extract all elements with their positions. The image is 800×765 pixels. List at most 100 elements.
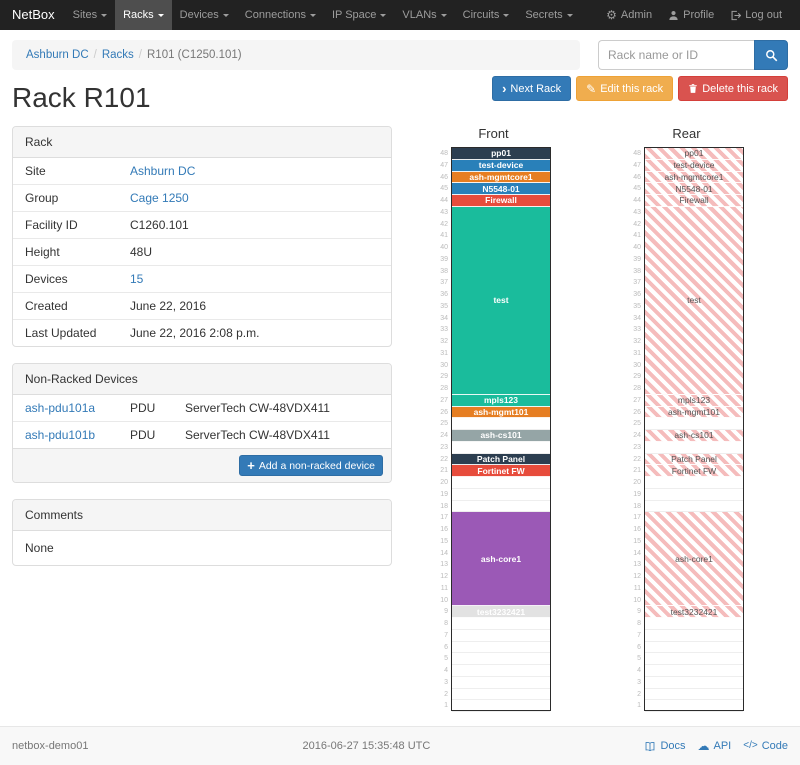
rack-device-test-device[interactable]: test-device [452,159,550,172]
rack-unit [452,665,550,677]
unit-number: 31 [633,349,641,357]
rack-device-ash-mgmtcore1[interactable]: ash-mgmtcore1 [645,171,743,184]
rack-device-ash-mgmt101[interactable]: ash-mgmt101 [452,406,550,419]
nav-item-racks[interactable]: Racks [115,0,172,30]
device-label: Firewall [485,195,517,206]
rack-device-test3232421[interactable]: test3232421 [645,606,743,618]
log-out-link[interactable]: Log out [722,0,790,30]
rack-unit [452,477,550,489]
attr-value-link[interactable]: Cage 1250 [130,191,189,205]
rack-unit [645,653,743,665]
search-input[interactable] [598,40,754,70]
unit-number: 45 [633,185,641,193]
device-link[interactable]: ash-pdu101a [25,401,96,415]
rack-attr-row: Devices 15 [13,265,391,293]
rack-device-test[interactable]: test [452,206,550,395]
rack-device-ash-cs101[interactable]: ash-cs101 [645,430,743,442]
rack-attr-row: Height 48U [13,238,391,266]
delete-this-rack-button[interactable]: Delete this rack [678,76,788,101]
add-non-racked-device-button[interactable]: + Add a non-racked device [239,455,383,476]
nav-item-secrets[interactable]: Secrets [517,0,580,30]
cloud-icon: ☁ [697,739,710,753]
docs-link[interactable]: Docs [644,740,686,752]
edit-this-rack-button[interactable]: ✎ Edit this rack [576,76,674,101]
non-racked-footer: + Add a non-racked device [13,448,391,482]
device-name-cell: ash-pdu101b [13,421,118,448]
rack-device-mpls123[interactable]: mpls123 [645,394,743,407]
rack-unit [452,630,550,642]
rack-device-pp01[interactable]: pp01 [452,148,550,160]
rack-device-firewall[interactable]: Firewall [645,195,743,207]
rack-device-ash-mgmtcore1[interactable]: ash-mgmtcore1 [452,171,550,184]
page-header: Rack R101 › Next Rack ✎ Edit this rack Delet… [12,74,788,124]
rack-device-test[interactable]: test [645,206,743,395]
chevron-down-icon [222,13,229,17]
api-link[interactable]: ☁ API [697,739,732,753]
rack-device-mpls123[interactable]: mpls123 [452,394,550,407]
attr-value-link[interactable]: 15 [130,272,144,286]
breadcrumb-item[interactable]: Ashburn DC [26,49,89,61]
rack-device-firewall[interactable]: Firewall [452,195,550,207]
next-rack-button[interactable]: › Next Rack [492,76,572,101]
footer-links: Docs ☁ API </> Code [644,740,788,752]
user-icon [668,10,679,21]
unit-number: 30 [633,361,641,369]
rack-device-pp01[interactable]: pp01 [645,148,743,160]
unit-number: 11 [440,584,448,592]
admin-link[interactable]: ⚙ Admin [606,8,653,22]
rack-device-test-device[interactable]: test-device [645,159,743,172]
rack-device-n5548-01[interactable]: N5548-01 [645,183,743,195]
nav-item-circuits[interactable]: Circuits [455,0,518,30]
book-icon [644,741,656,752]
trash-icon [688,83,698,94]
nav-item-ip-space[interactable]: IP Space [324,0,394,30]
nav-item-vlans[interactable]: VLANs [394,0,454,30]
rack-device-patch-panel[interactable]: Patch Panel [645,453,743,466]
rack-unit [452,700,550,712]
unit-number: 33 [440,326,448,334]
unit-number: 23 [440,443,448,451]
unit-number: 7 [444,631,448,639]
profile-link[interactable]: Profile [660,0,722,30]
device-link[interactable]: ash-pdu101b [25,428,96,442]
rack-device-fortinet-fw[interactable]: Fortinet FW [645,465,743,477]
unit-number: 12 [633,573,641,580]
unit-number: 4 [637,667,641,674]
left-column: Rack Site Ashburn DC Group Cage 1250 Facilit… [12,126,392,582]
rack-device-patch-panel[interactable]: Patch Panel [452,453,550,466]
unit-number: 28 [440,385,448,392]
rack-unit [645,442,743,454]
device-model-cell: ServerTech CW-48VDX411 [173,421,391,448]
rack-device-fortinet-fw[interactable]: Fortinet FW [452,465,550,477]
device-label: ash-cs101 [674,430,714,441]
non-racked-panel: Non-Racked Devices ash-pdu101a PDU ServerT… [12,363,392,483]
nav-item-sites[interactable]: Sites [65,0,115,30]
nav-item-devices[interactable]: Devices [172,0,237,30]
unit-number: 43 [440,208,448,216]
rack-device-test3232421[interactable]: test3232421 [452,606,550,618]
rack-unit [645,477,743,489]
rack-front-body: 48 47 46 45 44 43 42 41 40 39 38 37 36 35 34 33 32 31 30 29… [436,147,551,712]
rack-device-ash-cs101[interactable]: ash-cs101 [452,430,550,442]
rack-device-ash-core1[interactable]: ash-core1 [452,512,550,607]
rack-device-ash-core1[interactable]: ash-core1 [645,512,743,607]
unit-numbers: 48 47 46 45 44 43 42 41 40 39 38 37 36 35 34 33 32 31 30 29… [436,147,451,712]
nav-item-connections[interactable]: Connections [237,0,324,30]
code-link[interactable]: </> Code [743,740,788,752]
rack-attr-row: Last Updated June 22, 2016 2:08 p.m. [13,319,391,346]
attr-value: 48U [118,238,391,266]
unit-number: 16 [440,526,448,533]
rack-device-ash-mgmt101[interactable]: ash-mgmt101 [645,406,743,419]
rack-device-n5548-01[interactable]: N5548-01 [452,183,550,195]
search-button[interactable] [754,40,788,70]
unit-number: 47 [440,161,448,169]
unit-number: 31 [440,349,448,357]
breadcrumb-item[interactable]: Racks [101,49,134,61]
attr-value-link[interactable]: Ashburn DC [130,164,196,178]
unit-number: 3 [444,678,448,686]
unit-number: 18 [440,502,448,510]
chevron-right-icon: › [502,81,507,96]
unit-number: 23 [633,443,641,451]
rack-front: Front 48 47 46 45 44 43 42 41 40 39 38 37 36 35 34 33 32… [436,126,551,712]
brand[interactable]: NetBox [12,7,55,22]
